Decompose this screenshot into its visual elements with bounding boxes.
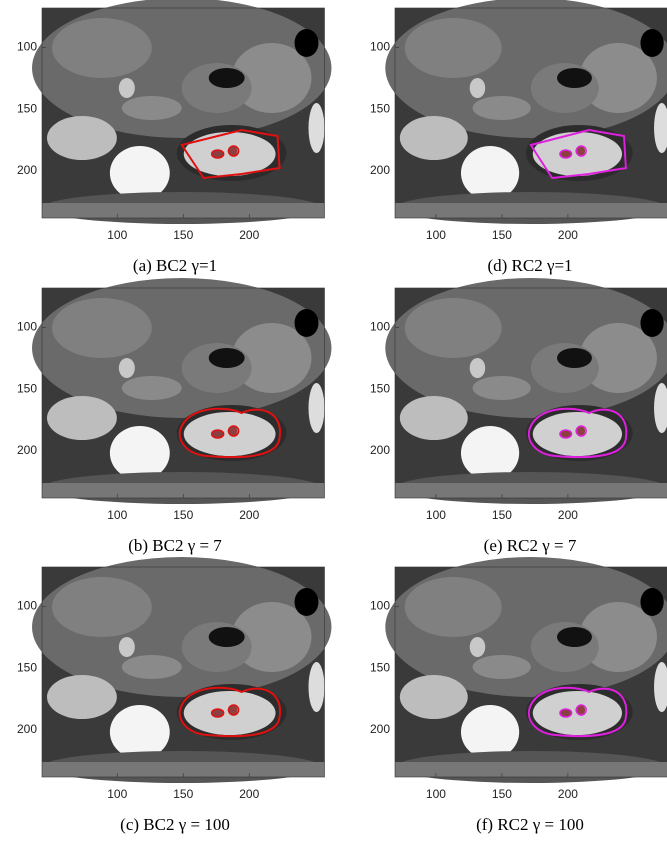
y-tick-label: 150 xyxy=(370,381,390,395)
y-tick-label: 150 xyxy=(17,660,37,674)
caption: (d) RC2 γ=1 xyxy=(487,256,572,275)
segmentation-contour xyxy=(528,407,628,459)
ct-slice xyxy=(32,557,332,783)
x-tick-label: 150 xyxy=(492,787,512,801)
x-tick-label: 100 xyxy=(107,508,127,522)
segmentation-contour xyxy=(180,128,281,180)
x-tick-label: 200 xyxy=(239,508,259,522)
y-tick-label: 100 xyxy=(17,599,37,613)
segmentation-contour xyxy=(178,686,281,738)
ct-image xyxy=(385,278,667,504)
inner-contour xyxy=(559,425,587,439)
panel: 100 150 200 100 150 200 (d) RC2 γ=1 xyxy=(370,0,667,275)
y-tick-label: 100 xyxy=(17,320,37,334)
ct-image xyxy=(32,278,332,504)
x-tick-label: 150 xyxy=(173,508,193,522)
x-tick-label: 150 xyxy=(492,228,512,242)
ct-slice xyxy=(385,557,667,783)
y-tick-label: 150 xyxy=(17,381,37,395)
ct-image xyxy=(385,0,667,224)
ct-slice xyxy=(385,278,667,504)
x-tick-label: 150 xyxy=(173,228,193,242)
ct-image xyxy=(32,557,332,783)
panel: 100 150 200 100 150 200 (a) BC2 γ=1 xyxy=(17,0,332,275)
x-tick-label: 100 xyxy=(107,787,127,801)
y-tick-label: 200 xyxy=(370,163,390,177)
x-tick-label: 200 xyxy=(558,508,578,522)
caption: (a) BC2 γ=1 xyxy=(133,256,217,275)
y-tick-label: 150 xyxy=(17,101,37,115)
ct-slice xyxy=(32,0,332,224)
caption: (b) BC2 γ = 7 xyxy=(128,536,222,555)
segmentation-contour xyxy=(528,686,628,738)
segmentation-contour xyxy=(529,128,627,180)
y-tick-label: 200 xyxy=(370,443,390,457)
segmentation-contour xyxy=(178,407,281,459)
x-tick-label: 100 xyxy=(107,228,127,242)
x-tick-label: 150 xyxy=(173,787,193,801)
y-tick-label: 200 xyxy=(17,443,37,457)
inner-contour xyxy=(559,704,587,718)
caption: (e) RC2 γ = 7 xyxy=(484,536,577,555)
axes-box xyxy=(394,7,667,219)
x-tick-label: 100 xyxy=(426,508,446,522)
x-tick-label: 200 xyxy=(558,228,578,242)
ct-image xyxy=(32,0,332,224)
ct-slice xyxy=(32,278,332,504)
caption: (f) RC2 γ = 100 xyxy=(476,815,584,834)
x-tick-label: 150 xyxy=(492,508,512,522)
inner-contour xyxy=(559,145,587,159)
y-tick-label: 200 xyxy=(370,722,390,736)
ct-image xyxy=(385,557,667,783)
caption: (c) BC2 γ = 100 xyxy=(120,815,230,834)
y-tick-label: 100 xyxy=(370,320,390,334)
panel: 100 150 200 100 150 200 (e) RC2 γ = 7 xyxy=(370,278,667,555)
inner-contour xyxy=(210,425,240,439)
y-tick-label: 100 xyxy=(17,40,37,54)
y-tick-label: 200 xyxy=(17,722,37,736)
x-tick-label: 200 xyxy=(558,787,578,801)
axes-box xyxy=(394,566,667,778)
y-tick-label: 150 xyxy=(370,101,390,115)
x-tick-label: 100 xyxy=(426,787,446,801)
x-tick-label: 200 xyxy=(239,228,259,242)
ct-slice xyxy=(385,0,667,224)
axes-box xyxy=(394,287,667,499)
inner-contour xyxy=(210,145,240,159)
y-tick-label: 100 xyxy=(370,599,390,613)
panel: 100 150 200 100 150 200 (c) BC2 γ = 100 xyxy=(17,557,332,834)
x-tick-label: 100 xyxy=(426,228,446,242)
y-tick-label: 150 xyxy=(370,660,390,674)
y-tick-label: 200 xyxy=(17,163,37,177)
panel: 100 150 200 100 150 200 (f) RC2 γ = 100 xyxy=(370,557,667,834)
y-tick-label: 100 xyxy=(370,40,390,54)
panel: 100 150 200 100 150 200 (b) BC2 γ = 7 xyxy=(17,278,332,555)
inner-contour xyxy=(210,704,240,718)
x-tick-label: 200 xyxy=(239,787,259,801)
